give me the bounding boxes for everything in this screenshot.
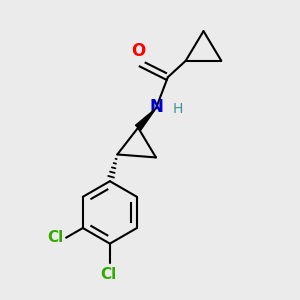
- Text: Cl: Cl: [100, 266, 116, 281]
- Text: N: N: [150, 98, 164, 116]
- Polygon shape: [136, 108, 156, 130]
- Text: O: O: [132, 42, 146, 60]
- Text: Cl: Cl: [47, 230, 63, 245]
- Text: H: H: [172, 102, 183, 116]
